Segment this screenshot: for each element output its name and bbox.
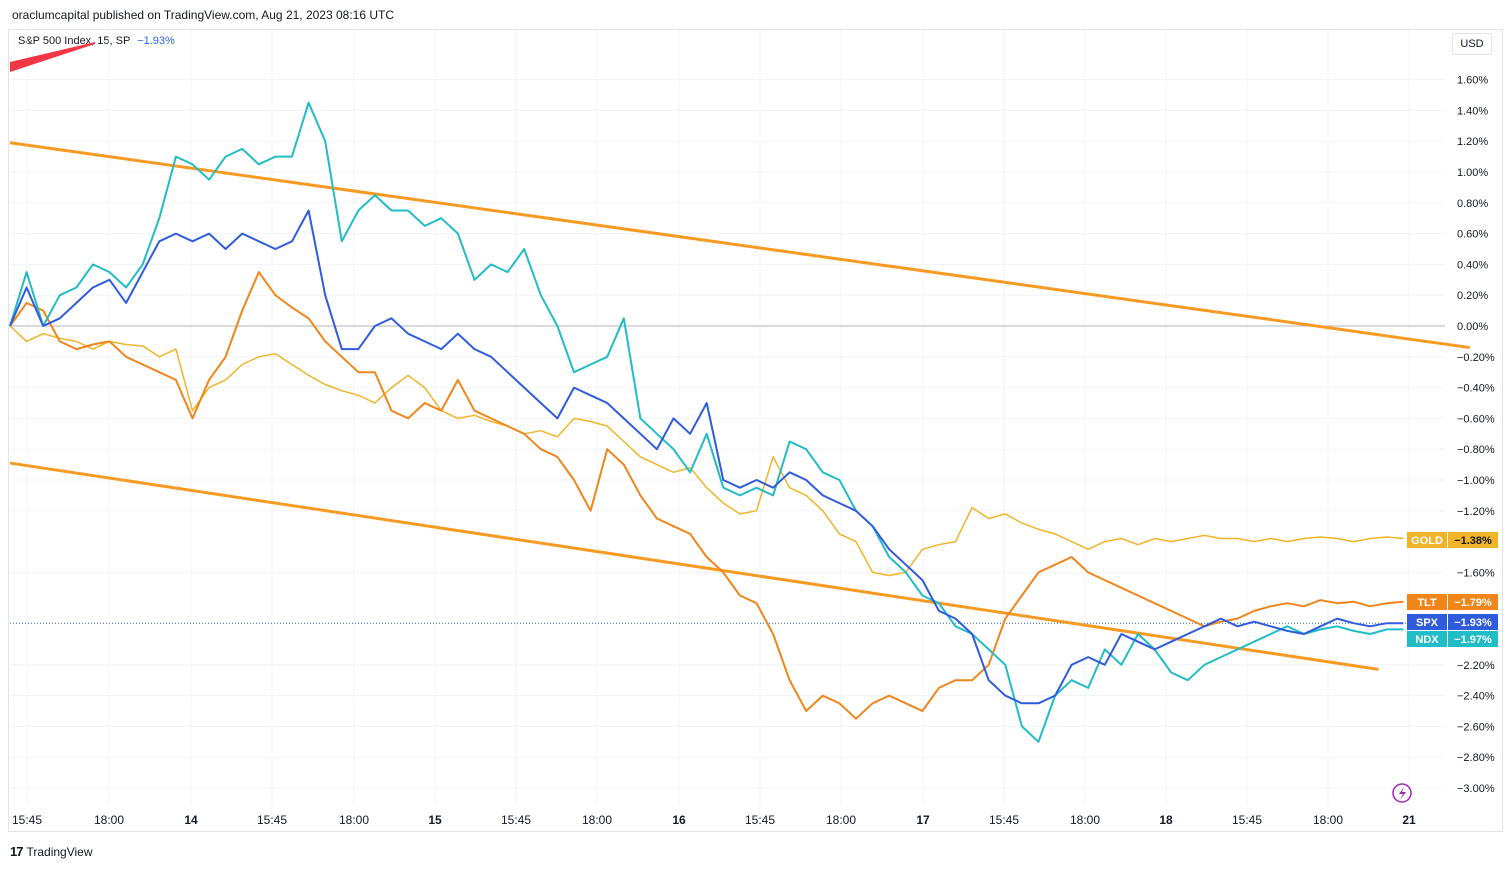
y-tick-label: 1.00%: [1457, 167, 1488, 179]
y-tick-label: 1.40%: [1457, 105, 1488, 117]
price-label-name-bg: [1407, 532, 1447, 548]
publisher-header: oraclumcapital published on TradingView.…: [12, 8, 395, 22]
y-tick-label: −3.00%: [1457, 783, 1495, 795]
x-tick-label: 18:00: [94, 813, 124, 827]
symbol-name: S&P 500 Index, 15, SP: [18, 35, 131, 47]
x-tick-label: 14: [184, 813, 198, 827]
x-tick-label: 15:45: [12, 813, 42, 827]
y-tick-label: −0.40%: [1457, 383, 1495, 395]
y-tick-label: −0.20%: [1457, 352, 1495, 364]
price-label-value-bg: [1448, 532, 1498, 548]
grid: [10, 30, 1445, 806]
price-label-ndx: NDX −1.97%: [1407, 631, 1498, 647]
red-flag-icon: [10, 42, 95, 72]
currency-button[interactable]: USD: [1452, 33, 1492, 55]
y-tick-label: −0.80%: [1457, 444, 1495, 456]
y-tick-label: −2.40%: [1457, 691, 1495, 703]
tradingview-logo-icon: 17: [10, 844, 24, 859]
x-tick-label: 15:45: [989, 813, 1019, 827]
y-tick-label: −1.20%: [1457, 506, 1495, 518]
x-tick-label: 15:45: [257, 813, 287, 827]
brand-name: TradingView: [26, 844, 93, 859]
x-tick-label: 16: [672, 813, 686, 827]
series-line-tlt: [9, 271, 1404, 720]
price-label-value-bg: [1448, 594, 1498, 610]
x-tick-label: 21: [1402, 813, 1416, 827]
price-label-value-bg: [1448, 614, 1498, 630]
price-label-name-bg: [1407, 631, 1447, 647]
lightning-icon[interactable]: [1392, 783, 1412, 803]
price-label-name: NDX: [1415, 634, 1439, 646]
x-tick-label: 18:00: [339, 813, 369, 827]
price-label-spx: SPX −1.93%: [1407, 614, 1498, 630]
y-axis: 1.60% 1.40% 1.20% 1.00% 0.80% 0.60% 0.40% 0.20%…: [1457, 75, 1495, 795]
price-label-value: −1.97%: [1454, 634, 1492, 646]
price-label-value: −1.93%: [1454, 617, 1492, 629]
price-label-name-bg: [1407, 614, 1447, 630]
price-labels: GOLD −1.38% TLT −1.79% NDX −1.97% SPX −1.93%: [1407, 532, 1498, 647]
price-label-name: TLT: [1417, 597, 1437, 609]
y-tick-label: 0.80%: [1457, 198, 1488, 210]
y-tick-label: 0.60%: [1457, 229, 1488, 241]
y-tick-label: −1.00%: [1457, 475, 1495, 487]
price-label-name: GOLD: [1411, 535, 1443, 547]
series-line-spx: [9, 209, 1404, 705]
x-tick-label: 18:00: [1313, 813, 1343, 827]
price-label-name-bg: [1407, 594, 1447, 610]
x-tick-label: 17: [916, 813, 930, 827]
symbol-change: −1.93%: [137, 35, 175, 47]
price-label-value: −1.38%: [1454, 535, 1492, 547]
price-label-value-bg: [1448, 631, 1498, 647]
price-label-name: SPX: [1416, 617, 1439, 629]
y-tick-label: −2.80%: [1457, 752, 1495, 764]
y-tick-label: 0.20%: [1457, 290, 1488, 302]
y-tick-label: 1.60%: [1457, 75, 1488, 87]
x-tick-label: 15: [428, 813, 442, 827]
x-tick-label: 18:00: [1070, 813, 1100, 827]
x-tick-label: 18:00: [826, 813, 856, 827]
y-tick-label: 1.20%: [1457, 136, 1488, 148]
symbol-legend[interactable]: S&P 500 Index, 15, SP −1.93%: [18, 35, 175, 47]
y-tick-label: −2.20%: [1457, 660, 1495, 672]
x-tick-label: 18:00: [582, 813, 612, 827]
y-tick-label: −2.60%: [1457, 721, 1495, 733]
price-label-gold: GOLD −1.38%: [1407, 532, 1498, 548]
series-line-gold: [9, 325, 1404, 577]
x-tick-label: 15:45: [501, 813, 531, 827]
y-tick-label: 0.00%: [1457, 321, 1488, 333]
price-label-value: −1.79%: [1454, 597, 1492, 609]
y-tick-label: 0.40%: [1457, 259, 1488, 271]
footer-brand[interactable]: 17 TradingView: [10, 844, 93, 859]
y-tick-label: −0.60%: [1457, 413, 1495, 425]
series-lines: [9, 101, 1404, 743]
channel-line-upper: [9, 141, 1470, 350]
x-tick-label: 18: [1159, 813, 1173, 827]
x-axis: 15:45 18:00 14 15:45 18:00 15 15:45 18:00 16 15:4…: [12, 813, 1416, 827]
chart-frame: [8, 29, 1503, 832]
channel-line-lower: [9, 461, 1379, 671]
x-tick-label: 15:45: [745, 813, 775, 827]
series-line-ndx: [9, 101, 1404, 743]
y-tick-label: −1.60%: [1457, 567, 1495, 579]
price-label-tlt: TLT −1.79%: [1407, 594, 1498, 610]
channel-lines: [9, 141, 1470, 671]
x-tick-label: 15:45: [1232, 813, 1262, 827]
